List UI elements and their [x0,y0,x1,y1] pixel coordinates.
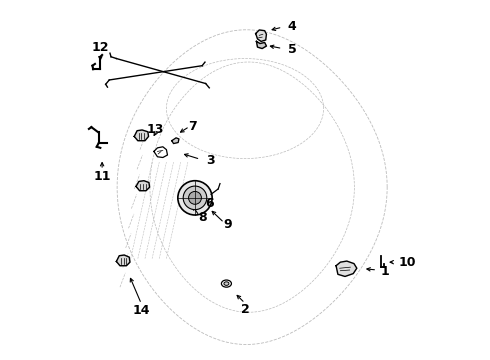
Polygon shape [256,30,267,41]
Polygon shape [256,41,267,49]
Text: 13: 13 [147,123,164,136]
Text: 8: 8 [198,211,207,224]
Text: 12: 12 [92,41,109,54]
Circle shape [183,186,207,210]
Ellipse shape [224,282,229,285]
Text: 11: 11 [94,170,111,183]
Text: 5: 5 [288,43,296,56]
Text: 4: 4 [288,20,296,33]
Polygon shape [134,130,148,141]
Text: 3: 3 [206,154,214,167]
Text: 1: 1 [381,265,390,278]
Text: 9: 9 [223,218,232,231]
Text: 14: 14 [133,304,150,317]
Text: 6: 6 [206,197,214,210]
Text: 7: 7 [188,120,196,133]
Text: 2: 2 [241,303,249,316]
Ellipse shape [221,280,231,287]
Polygon shape [336,261,357,276]
Polygon shape [172,138,179,144]
Circle shape [178,181,212,215]
Text: 10: 10 [398,256,416,269]
Polygon shape [136,181,149,191]
Circle shape [189,192,201,204]
Polygon shape [117,255,130,266]
